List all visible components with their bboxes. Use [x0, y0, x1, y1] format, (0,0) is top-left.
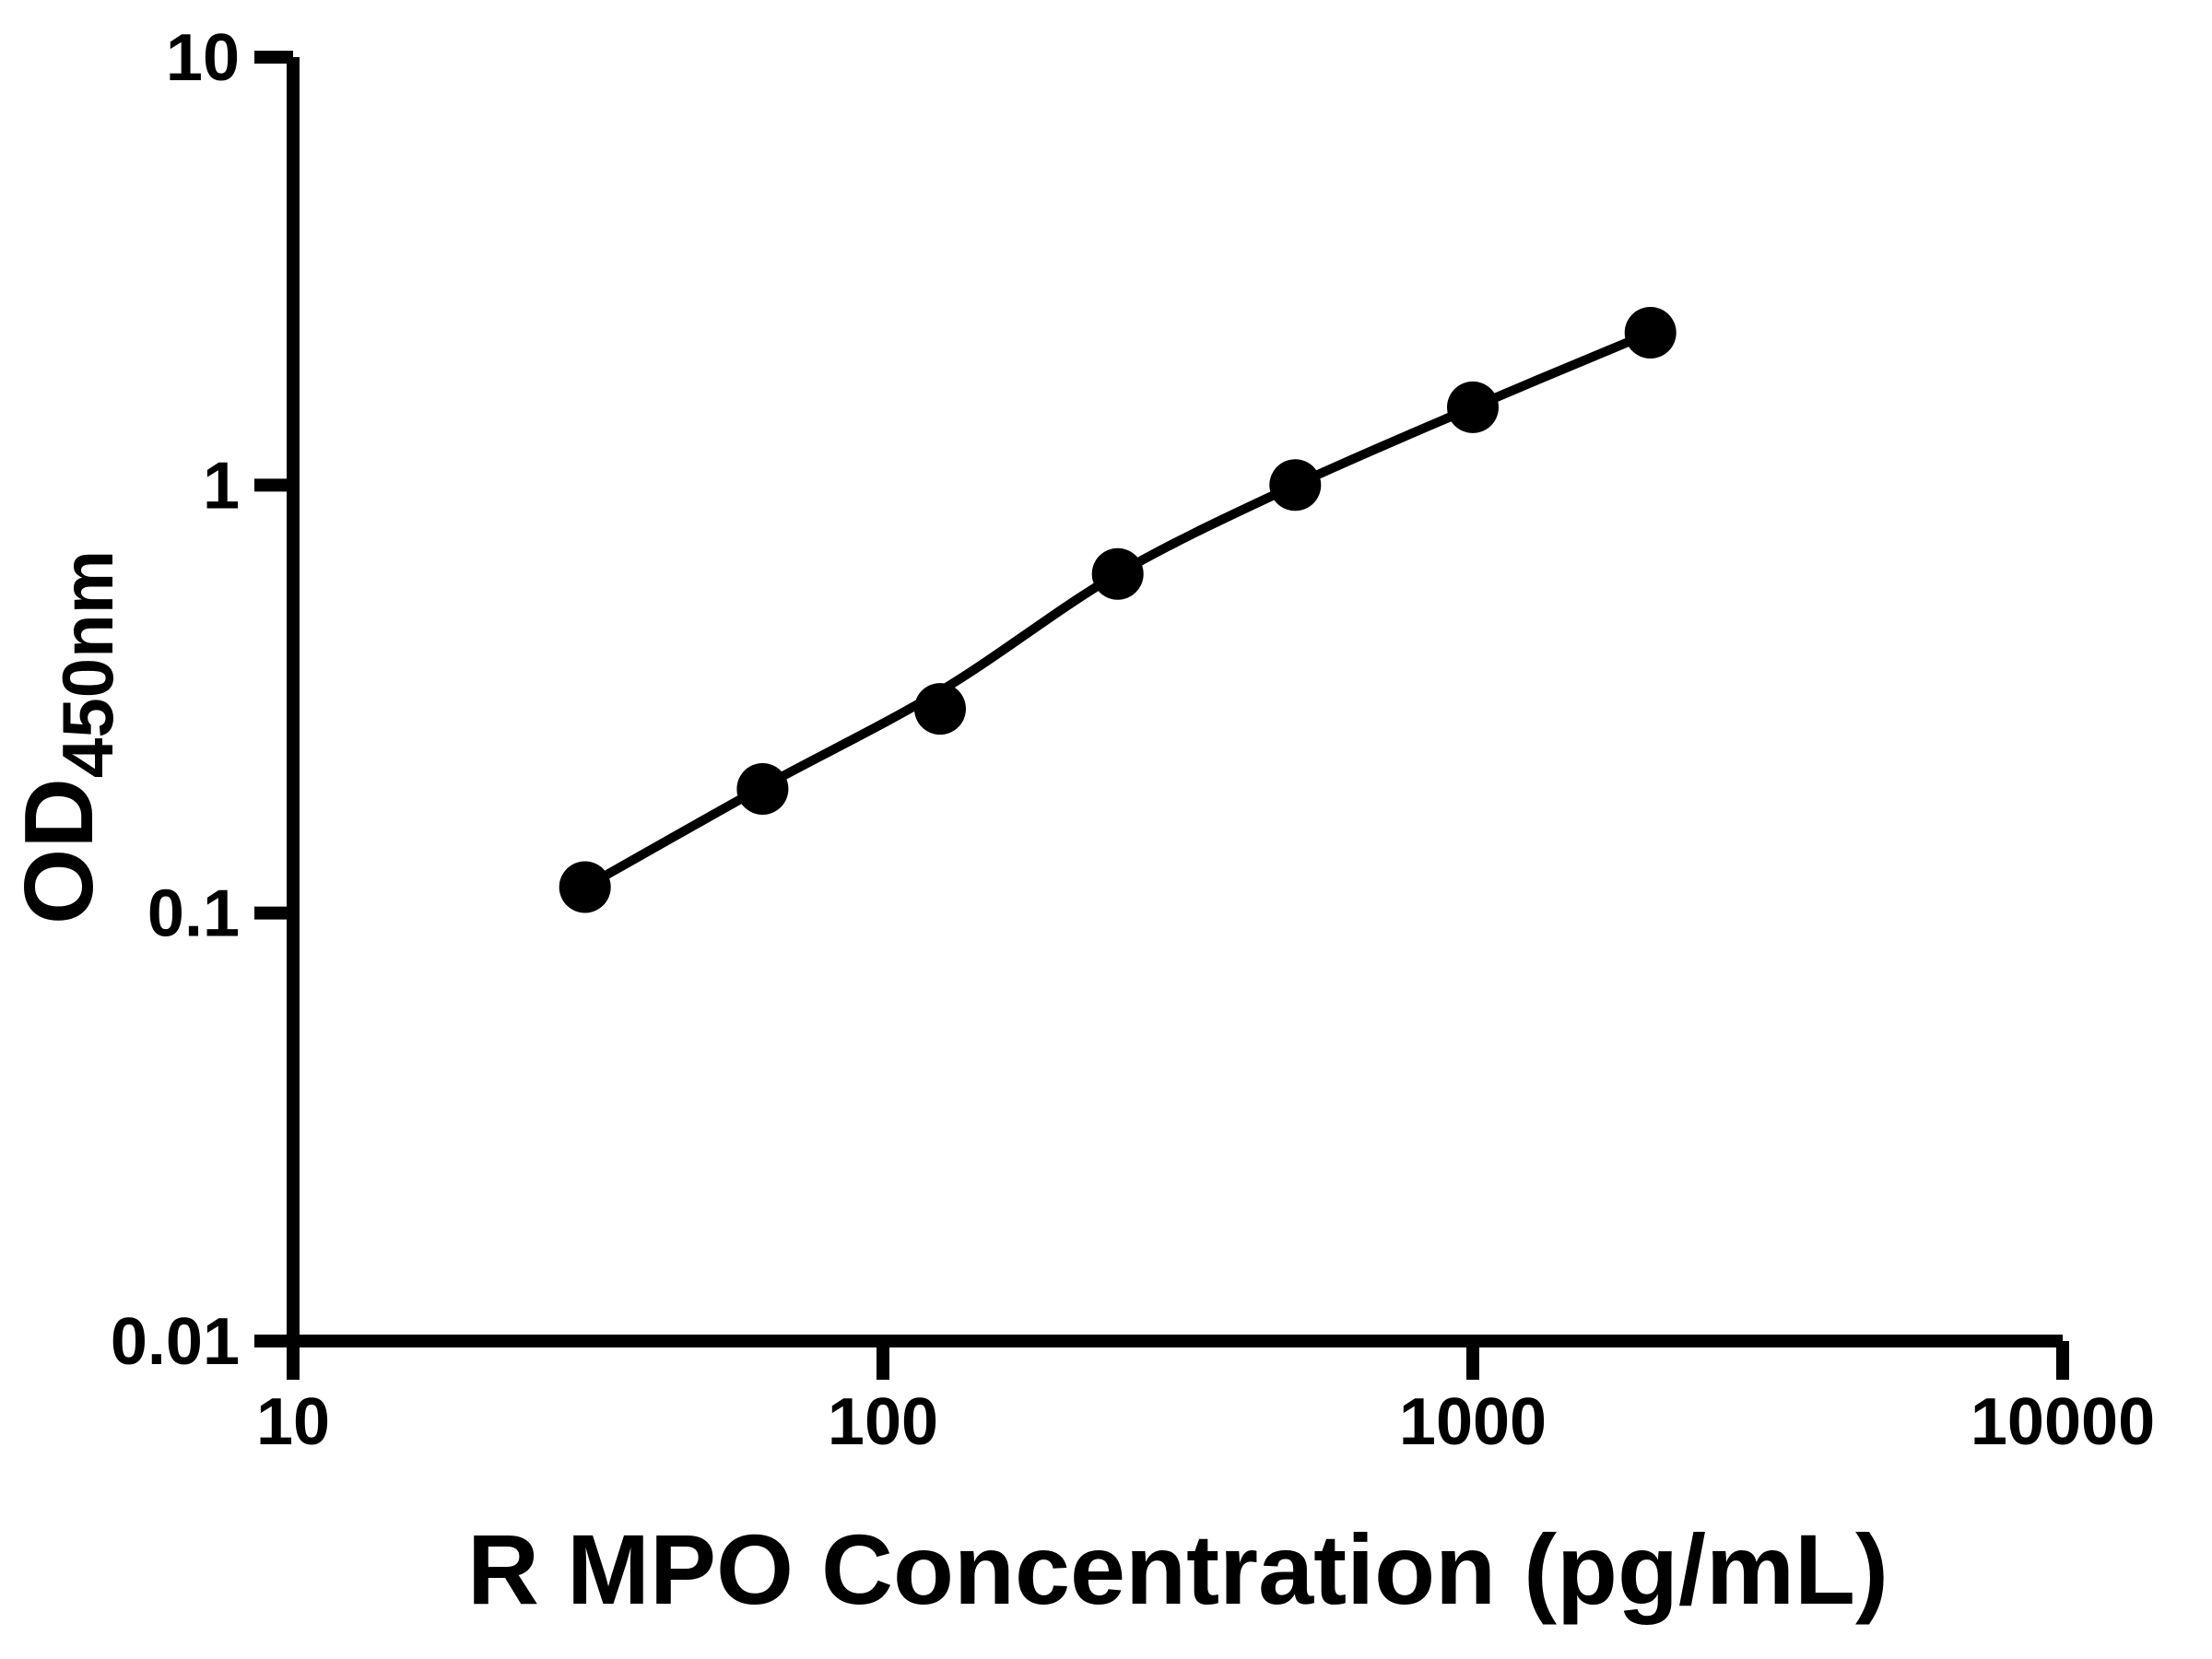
data-point	[1269, 459, 1322, 512]
x-tick-label: 10	[256, 1385, 330, 1459]
y-tick-label: 0.01	[111, 1305, 240, 1379]
data-point	[736, 763, 789, 815]
y-axis-title-subscript: 450nm	[47, 550, 128, 778]
y-ticks-group	[254, 51, 293, 1347]
data-points-group	[559, 307, 1677, 913]
data-point	[559, 861, 611, 913]
data-point	[1447, 381, 1499, 433]
data-point	[1091, 547, 1144, 600]
x-tick-label: 100	[828, 1385, 938, 1459]
x-tick-label: 1000	[1399, 1385, 1547, 1459]
x-tick-labels-group: 10 100 1000 10000	[256, 1385, 2155, 1459]
y-tick-label: 1	[203, 449, 240, 523]
data-point	[914, 683, 966, 735]
y-axis-title-main: OD	[5, 778, 113, 924]
y-axis-title: OD450nm	[5, 550, 128, 924]
y-tick-label: 10	[166, 21, 240, 95]
data-point	[1624, 307, 1677, 359]
y-tick-label: 0.1	[147, 877, 240, 951]
x-axis-title: R MPO Concentration (pg/mL)	[467, 1513, 1888, 1625]
x-tick-label: 10000	[1971, 1385, 2155, 1459]
y-tick-labels-group: 10 1 0.1 0.01	[111, 21, 240, 1379]
